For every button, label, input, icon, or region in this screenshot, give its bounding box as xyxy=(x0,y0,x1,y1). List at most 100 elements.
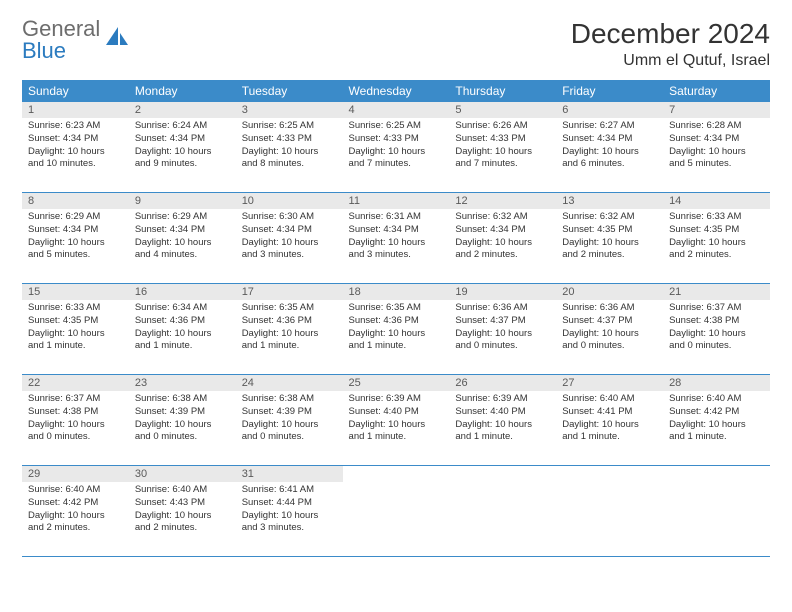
sunset-text: Sunset: 4:34 PM xyxy=(669,133,764,146)
daylight-text: Daylight: 10 hours and 0 minutes. xyxy=(455,328,550,354)
day-body: Sunrise: 6:36 AMSunset: 4:37 PMDaylight:… xyxy=(449,300,556,357)
day-body: Sunrise: 6:40 AMSunset: 4:41 PMDaylight:… xyxy=(556,391,663,448)
daylight-text: Daylight: 10 hours and 1 minute. xyxy=(242,328,337,354)
sunrise-text: Sunrise: 6:33 AM xyxy=(669,211,764,224)
day-body: Sunrise: 6:23 AMSunset: 4:34 PMDaylight:… xyxy=(22,118,129,175)
weekday-header: Sunday xyxy=(22,80,129,102)
calendar-cell: 22Sunrise: 6:37 AMSunset: 4:38 PMDayligh… xyxy=(22,375,129,466)
calendar-cell xyxy=(449,466,556,557)
daylight-text: Daylight: 10 hours and 8 minutes. xyxy=(242,146,337,172)
sunset-text: Sunset: 4:35 PM xyxy=(28,315,123,328)
sunrise-text: Sunrise: 6:29 AM xyxy=(28,211,123,224)
day-number: 14 xyxy=(663,193,770,209)
weekday-header: Wednesday xyxy=(343,80,450,102)
day-number: 27 xyxy=(556,375,663,391)
daylight-text: Daylight: 10 hours and 10 minutes. xyxy=(28,146,123,172)
sunrise-text: Sunrise: 6:40 AM xyxy=(28,484,123,497)
calendar-row: 29Sunrise: 6:40 AMSunset: 4:42 PMDayligh… xyxy=(22,466,770,557)
sunset-text: Sunset: 4:33 PM xyxy=(349,133,444,146)
daylight-text: Daylight: 10 hours and 2 minutes. xyxy=(669,237,764,263)
daylight-text: Daylight: 10 hours and 2 minutes. xyxy=(562,237,657,263)
sunset-text: Sunset: 4:34 PM xyxy=(135,133,230,146)
logo: General Blue xyxy=(22,18,130,62)
sunrise-text: Sunrise: 6:24 AM xyxy=(135,120,230,133)
calendar-row: 8Sunrise: 6:29 AMSunset: 4:34 PMDaylight… xyxy=(22,193,770,284)
day-body: Sunrise: 6:39 AMSunset: 4:40 PMDaylight:… xyxy=(343,391,450,448)
sunrise-text: Sunrise: 6:39 AM xyxy=(349,393,444,406)
day-body: Sunrise: 6:25 AMSunset: 4:33 PMDaylight:… xyxy=(343,118,450,175)
sunset-text: Sunset: 4:37 PM xyxy=(455,315,550,328)
calendar-cell: 15Sunrise: 6:33 AMSunset: 4:35 PMDayligh… xyxy=(22,284,129,375)
calendar-row: 22Sunrise: 6:37 AMSunset: 4:38 PMDayligh… xyxy=(22,375,770,466)
daylight-text: Daylight: 10 hours and 1 minute. xyxy=(349,419,444,445)
header: General Blue December 2024 Umm el Qutuf,… xyxy=(22,18,770,70)
day-body: Sunrise: 6:39 AMSunset: 4:40 PMDaylight:… xyxy=(449,391,556,448)
daylight-text: Daylight: 10 hours and 7 minutes. xyxy=(349,146,444,172)
day-body: Sunrise: 6:40 AMSunset: 4:42 PMDaylight:… xyxy=(22,482,129,539)
daylight-text: Daylight: 10 hours and 5 minutes. xyxy=(669,146,764,172)
calendar-cell: 5Sunrise: 6:26 AMSunset: 4:33 PMDaylight… xyxy=(449,102,556,193)
day-number: 25 xyxy=(343,375,450,391)
calendar-cell: 28Sunrise: 6:40 AMSunset: 4:42 PMDayligh… xyxy=(663,375,770,466)
sunrise-text: Sunrise: 6:40 AM xyxy=(669,393,764,406)
weekday-header-row: Sunday Monday Tuesday Wednesday Thursday… xyxy=(22,80,770,102)
sunrise-text: Sunrise: 6:32 AM xyxy=(455,211,550,224)
calendar-cell: 16Sunrise: 6:34 AMSunset: 4:36 PMDayligh… xyxy=(129,284,236,375)
sunset-text: Sunset: 4:34 PM xyxy=(28,224,123,237)
day-body: Sunrise: 6:41 AMSunset: 4:44 PMDaylight:… xyxy=(236,482,343,539)
sunrise-text: Sunrise: 6:39 AM xyxy=(455,393,550,406)
day-number: 7 xyxy=(663,102,770,118)
calendar-cell: 26Sunrise: 6:39 AMSunset: 4:40 PMDayligh… xyxy=(449,375,556,466)
day-body: Sunrise: 6:32 AMSunset: 4:34 PMDaylight:… xyxy=(449,209,556,266)
calendar-cell: 7 Sunrise: 6:28 AMSunset: 4:34 PMDaylight… xyxy=(663,102,770,193)
calendar-table: Sunday Monday Tuesday Wednesday Thursday… xyxy=(22,80,770,557)
calendar-cell xyxy=(343,466,450,557)
day-number: 13 xyxy=(556,193,663,209)
calendar-row: 15 Sunrise: 6:33 AMSunset: 4:35 PM Dayligh… xyxy=(22,284,770,375)
sunrise-text: Sunrise: 6:28 AM xyxy=(669,120,764,133)
sunrise-text: Sunrise: 6:40 AM xyxy=(562,393,657,406)
sunset-text: Sunset: 4:34 PM xyxy=(349,224,444,237)
day-body: Sunrise: 6:38 AMSunset: 4:39 PMDaylight:… xyxy=(129,391,236,448)
day-number: 6 xyxy=(556,102,663,118)
day-number: 9 xyxy=(129,193,236,209)
sunset-text: Sunset: 4:40 PM xyxy=(455,406,550,419)
day-body: Sunrise: 6:31 AMSunset: 4:34 PMDaylight:… xyxy=(343,209,450,266)
day-number: 28 xyxy=(663,375,770,391)
daylight-text: Daylight: 10 hours and 3 minutes. xyxy=(349,237,444,263)
day-number: 10 xyxy=(236,193,343,209)
day-body: Sunrise: 6:29 AMSunset: 4:34 PMDaylight:… xyxy=(22,209,129,266)
sunset-text: Sunset: 4:35 PM xyxy=(669,224,764,237)
day-number: 17 xyxy=(236,284,343,300)
day-body: Sunrise: 6:33 AMSunset: 4:35 PMDaylight:… xyxy=(663,209,770,266)
calendar-cell: 1Sunrise: 6:23 AMSunset: 4:34 PMDaylight… xyxy=(22,102,129,193)
day-number: 3 xyxy=(236,102,343,118)
sunset-text: Sunset: 4:42 PM xyxy=(669,406,764,419)
sunset-text: Sunset: 4:34 PM xyxy=(562,133,657,146)
sunset-text: Sunset: 4:44 PM xyxy=(242,497,337,510)
calendar-cell: 24Sunrise: 6:38 AMSunset: 4:39 PMDayligh… xyxy=(236,375,343,466)
sunset-text: Sunset: 4:34 PM xyxy=(455,224,550,237)
sunrise-text: Sunrise: 6:25 AM xyxy=(242,120,337,133)
sunset-text: Sunset: 4:34 PM xyxy=(242,224,337,237)
daylight-text: Daylight: 10 hours and 3 minutes. xyxy=(242,510,337,536)
day-body: Sunrise: 6:25 AMSunset: 4:33 PMDaylight:… xyxy=(236,118,343,175)
day-number: 15 xyxy=(22,284,129,300)
sunset-text: Sunset: 4:38 PM xyxy=(669,315,764,328)
sunset-text: Sunset: 4:34 PM xyxy=(28,133,123,146)
calendar-cell: 10Sunrise: 6:30 AMSunset: 4:34 PMDayligh… xyxy=(236,193,343,284)
sunset-text: Sunset: 4:33 PM xyxy=(455,133,550,146)
daylight-text: Daylight: 10 hours and 7 minutes. xyxy=(455,146,550,172)
daylight-text: Daylight: 10 hours and 0 minutes. xyxy=(135,419,230,445)
sunrise-text: Sunrise: 6:33 AM xyxy=(28,302,123,315)
daylight-text: Daylight: 10 hours and 0 minutes. xyxy=(562,328,657,354)
calendar-cell: 19Sunrise: 6:36 AMSunset: 4:37 PMDayligh… xyxy=(449,284,556,375)
sunset-text: Sunset: 4:41 PM xyxy=(562,406,657,419)
day-number: 22 xyxy=(22,375,129,391)
day-number: 19 xyxy=(449,284,556,300)
daylight-text: Daylight: 10 hours and 5 minutes. xyxy=(28,237,123,263)
day-number: 4 xyxy=(343,102,450,118)
day-body: Sunrise: 6:29 AMSunset: 4:34 PMDaylight:… xyxy=(129,209,236,266)
day-number: 26 xyxy=(449,375,556,391)
sunset-text: Sunset: 4:35 PM xyxy=(562,224,657,237)
